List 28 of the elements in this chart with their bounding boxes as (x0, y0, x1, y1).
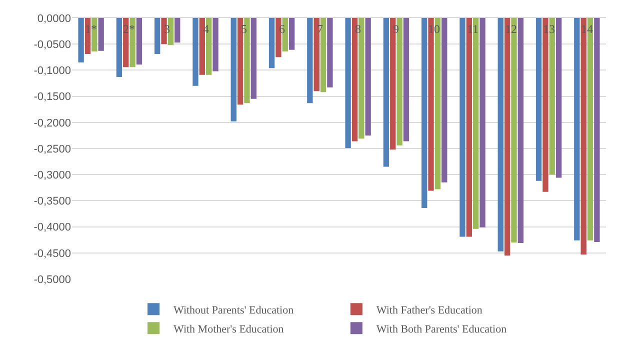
x-tick-label: 10 (428, 22, 440, 36)
y-tick-label: -0,4500 (34, 248, 71, 260)
y-tick-label: -0,1000 (34, 65, 71, 78)
x-tick-label: 13 (543, 22, 555, 36)
y-tick-label: -0,2000 (34, 117, 71, 130)
x-tick-label: 8 (355, 22, 361, 36)
y-tick-label: -0,2500 (34, 143, 71, 156)
x-tick-label: 9 (393, 22, 399, 36)
x-tick-label: 14 (581, 22, 593, 36)
x-tick-label: 11 (467, 22, 479, 36)
x-tick-label: 1* (85, 22, 97, 36)
x-tick-label: 4 (203, 22, 209, 36)
legend-label: With Father's Education (376, 304, 483, 316)
y-tick-label: 0,0000 (37, 12, 71, 25)
x-tick-label: 2* (123, 22, 135, 36)
x-tick-label: 5 (241, 22, 247, 36)
x-tick-label: 7 (317, 22, 323, 36)
y-tick-label: -0,3000 (34, 169, 71, 182)
legend-label: Without Parents' Education (174, 304, 294, 316)
legend-label: With Both Parents' Education (376, 323, 508, 336)
y-tick-label: -0,4000 (34, 222, 71, 234)
legend-label: With Mother's Education (174, 323, 284, 336)
y-tick-label: -0,1500 (34, 91, 71, 104)
y-tick-label: -0,3500 (34, 196, 71, 208)
x-tick-label: 6 (279, 22, 285, 36)
y-tick-label: -0,5000 (34, 274, 71, 286)
y-tick-label: -0,0500 (34, 38, 71, 51)
x-tick-label: 3 (164, 22, 170, 36)
